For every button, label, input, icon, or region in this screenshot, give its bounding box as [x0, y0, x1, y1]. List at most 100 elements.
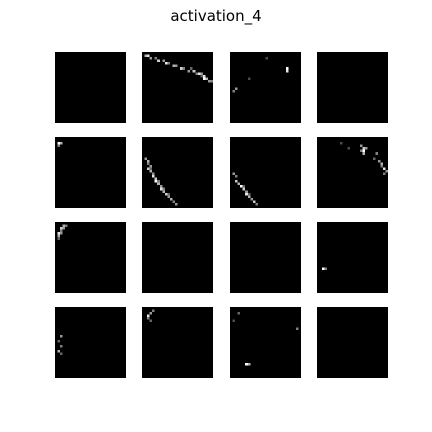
activation-pixel: [247, 192, 251, 196]
activation-pixel: [57, 142, 61, 145]
activation-tile-r2-c3: [317, 222, 388, 293]
activation-map: [144, 54, 213, 83]
activation-pixel: [202, 77, 206, 80]
activation-pixel: [57, 350, 61, 353]
activation-map: [232, 57, 289, 93]
activation-map: [144, 157, 178, 206]
activation-pixel: [144, 157, 148, 160]
activation-map: [147, 309, 155, 323]
activation-pixel: [247, 362, 251, 366]
activation-pixel: [322, 267, 325, 271]
activation-pixel: [247, 77, 251, 80]
activation-pixel: [245, 192, 248, 196]
activation-pixel: [195, 72, 198, 75]
activation-pixel: [154, 177, 158, 181]
activation-pixel: [362, 152, 366, 155]
activation-pixel: [149, 57, 153, 60]
activation-pixel: [149, 164, 153, 168]
activation-tile-r0-c2: [230, 52, 301, 123]
activation-pixel: [157, 180, 160, 183]
activation-pixel: [202, 74, 206, 78]
activation-pixel: [232, 319, 236, 323]
activation-pixel: [285, 67, 289, 70]
activation-pixel: [285, 69, 289, 73]
activation-pixel: [250, 197, 253, 201]
activation-map: [57, 334, 63, 356]
activation-pixel: [167, 195, 170, 198]
activation-pixel: [360, 149, 363, 153]
activation-pixel: [205, 77, 208, 80]
activation-tile-r0-c1: [142, 52, 213, 123]
activation-pixel: [60, 227, 63, 230]
activation-map: [57, 142, 63, 148]
activation-pixel: [162, 190, 165, 193]
activation-map: [230, 222, 301, 293]
activation-pixel: [362, 149, 366, 153]
activation-pixel: [295, 327, 299, 330]
activation-pixel: [235, 175, 238, 178]
activation-pixel: [60, 345, 63, 348]
activation-map: [317, 52, 388, 123]
activation-tile-r2-c2: [230, 222, 301, 293]
activation-pixel: [60, 232, 63, 235]
figure-title: activation_4: [170, 7, 262, 25]
activation-pixel: [232, 90, 236, 93]
activation-pixel: [372, 157, 376, 160]
activation-pixel: [144, 54, 148, 58]
activation-pixel: [339, 142, 343, 145]
activation-pixel: [375, 152, 378, 155]
activation-pixel: [174, 202, 178, 206]
activation-pixel: [237, 312, 241, 315]
activation-map: [232, 172, 258, 206]
activation-pixel: [157, 182, 160, 186]
activation-pixel: [200, 74, 203, 78]
activation-pixel: [57, 237, 61, 240]
activation-tile-r0-c3: [317, 52, 388, 123]
activation-map: [322, 267, 328, 271]
activation-pixel: [365, 147, 368, 150]
activation-pixel: [240, 185, 243, 188]
activation-grid: [55, 52, 388, 378]
activation-pixel: [60, 142, 63, 145]
activation-pixel: [182, 67, 186, 70]
activation-pixel: [147, 162, 150, 165]
activation-pixel: [210, 79, 213, 83]
activation-pixel: [154, 57, 158, 60]
activation-tile-r1-c3: [317, 137, 388, 208]
activation-pixel: [152, 172, 155, 176]
activation-pixel: [377, 159, 381, 163]
activation-pixel: [252, 200, 256, 203]
activation-pixel: [147, 167, 150, 170]
activation-pixel: [62, 227, 66, 230]
activation-pixel: [180, 67, 183, 70]
activation-pixel: [169, 197, 173, 201]
activation-pixel: [235, 180, 238, 183]
activation-pixel: [192, 69, 196, 73]
activation-map: [232, 312, 299, 366]
activation-pixel: [265, 57, 269, 60]
activation-pixel: [235, 87, 238, 91]
activation-pixel: [57, 232, 61, 235]
activation-pixel: [60, 229, 63, 233]
activation-pixel: [157, 59, 160, 63]
activation-pixel: [60, 334, 63, 338]
activation-pixel: [382, 167, 386, 170]
activation-tile-r0-c0: [55, 52, 126, 123]
activation-pixel: [57, 234, 61, 238]
activation-pixel: [149, 167, 153, 170]
activation-pixel: [154, 180, 158, 183]
activation-pixel: [242, 185, 246, 188]
activation-tile-r2-c1: [142, 222, 213, 293]
activation-pixel: [149, 312, 153, 315]
activation-pixel: [245, 190, 248, 193]
activation-pixel: [152, 309, 155, 313]
activation-pixel: [237, 182, 241, 186]
activation-tile-r3-c2: [230, 307, 301, 378]
activation-pixel: [172, 200, 175, 203]
activation-pixel: [190, 67, 193, 70]
activation-tile-r1-c0: [55, 137, 126, 208]
activation-pixel: [164, 62, 168, 65]
activation-pixel: [247, 195, 251, 198]
activation-pixel: [347, 147, 350, 150]
activation-pixel: [167, 62, 170, 65]
